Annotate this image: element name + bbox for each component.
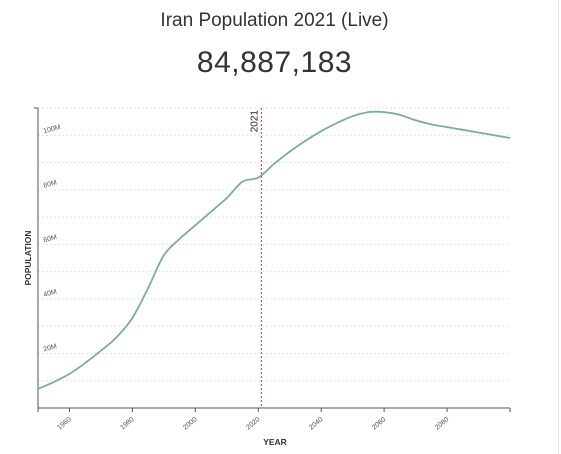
y-tick-label: 20M [43,343,58,353]
y-axis-tick-labels: 20M 40M 60M 80M 100M [43,124,62,354]
x-tick-label: 1960 [56,416,73,431]
current-year-marker-label: 2021 [249,110,260,133]
x-tick-label: 2040 [308,416,325,431]
y-tick-label: 40M [43,289,58,299]
x-axis-tick-labels: 1960 1980 2000 2020 2040 2060 2080 [56,416,450,431]
y-tick-label: 80M [43,179,58,189]
chart-axes [34,107,511,412]
series-layer [37,110,511,390]
page-title: Iran Population 2021 (Live) [160,10,389,31]
x-axis-label: YEAR [263,437,287,447]
population-series-line [37,110,511,390]
live-population-counter: 84,887,183 [196,46,353,79]
marker-layer: 2021 [249,108,262,408]
x-tick-label: 2000 [182,416,199,431]
x-tick-label: 1980 [119,416,136,431]
chart-grid [38,107,510,382]
x-tick-label: 2080 [434,416,451,431]
x-tick-label: 2060 [371,416,388,431]
panel-divider [558,0,559,454]
x-tick-label: 2020 [245,416,262,431]
y-axis-label: POPULATION [23,230,33,285]
y-tick-label: 60M [43,234,58,244]
y-tick-label: 100M [43,124,62,135]
